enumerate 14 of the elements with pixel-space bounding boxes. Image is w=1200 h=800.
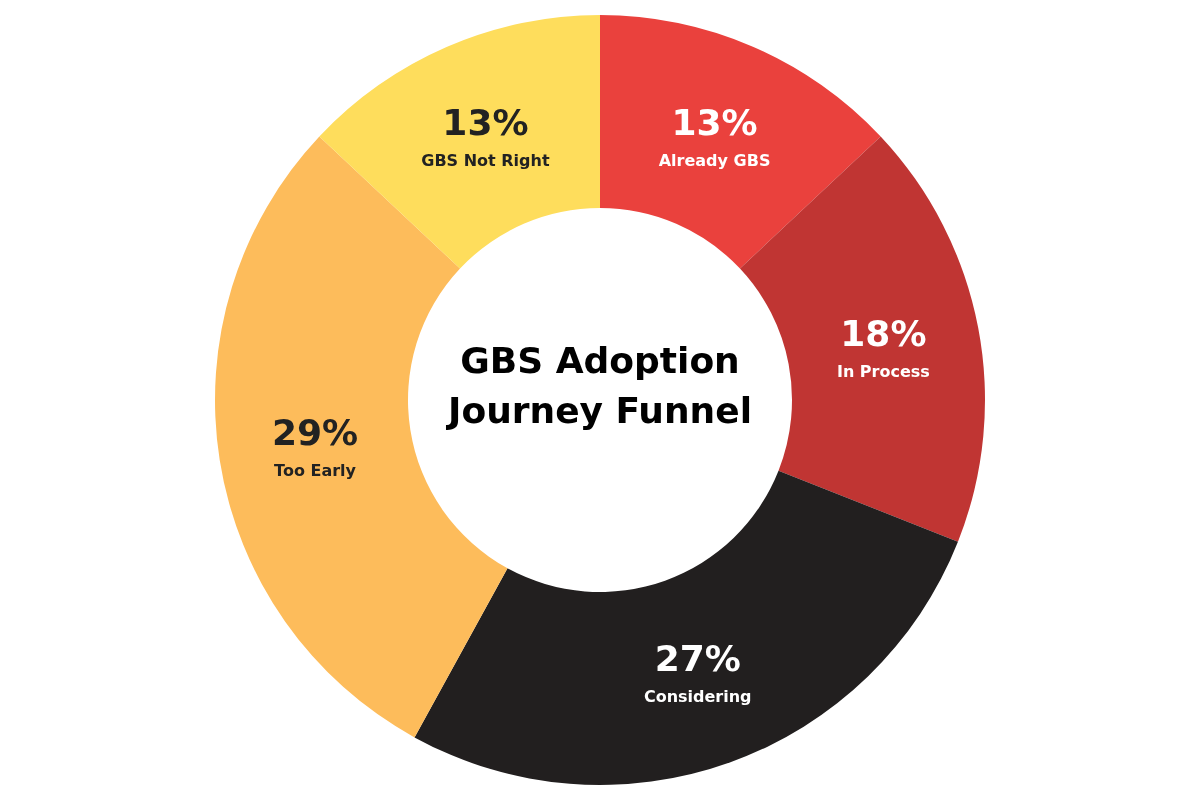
data-label: 13%	[442, 102, 529, 144]
slice-label: GBS Not Right	[421, 151, 550, 171]
slice-label: Already GBS	[658, 151, 771, 171]
slice-label: In Process	[836, 361, 930, 381]
donut-slice	[414, 470, 958, 785]
data-label: 29%	[271, 412, 359, 454]
donut-slice	[600, 15, 881, 269]
data-label: 13%	[671, 102, 758, 144]
slice-label: Considering	[643, 687, 752, 707]
data-label: 18%	[840, 312, 927, 354]
text: GBS Adoption Journey Funnel	[445, 340, 752, 431]
data-label: 27%	[654, 638, 741, 680]
donut-slice	[319, 15, 600, 269]
slice-label: Too Early	[274, 461, 357, 481]
